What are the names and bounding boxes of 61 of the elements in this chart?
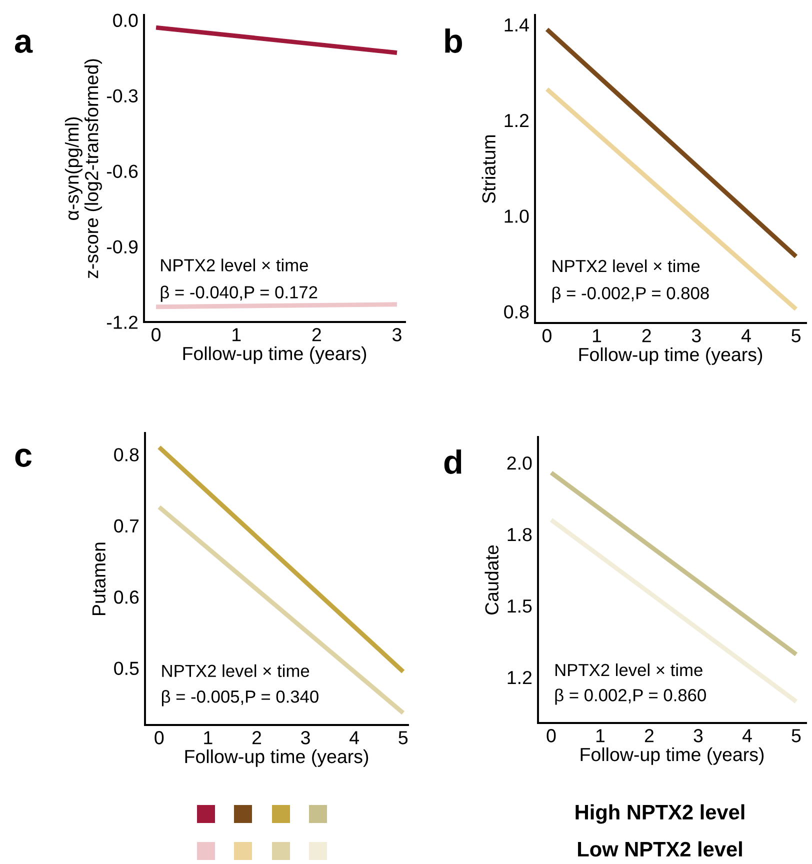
y-tick-label: -1.2: [106, 316, 138, 329]
x-tick-label: 0: [152, 328, 161, 342]
x-axis-title: Follow-up time (years): [183, 346, 366, 364]
y-tick-label: 1.2: [508, 670, 532, 684]
y-tick-label: 1.4: [504, 18, 529, 32]
y-tick-label: 1.5: [508, 600, 532, 613]
y-axis-title: Striatum: [482, 135, 496, 204]
annotation: NPTX2 level × time: [162, 664, 310, 678]
x-tick-label: 0: [542, 329, 552, 342]
chart-title: d: [444, 449, 462, 474]
text: High NPTX2 level: [576, 804, 744, 824]
x-tick-label: 3: [694, 729, 703, 742]
x-tick-label: 4: [741, 329, 751, 342]
annotation: NPTX2 level × time: [161, 258, 308, 272]
x-tick-label: 3: [692, 329, 701, 342]
x-tick-label: 4: [350, 731, 359, 744]
y-tick-label: 0.5: [114, 662, 139, 676]
x-tick-label: 2: [642, 329, 651, 342]
x-tick-label: 1: [204, 731, 212, 744]
annotation: β = -0.005,P = 0.340: [162, 690, 318, 706]
y-tick-label: 0.0: [113, 14, 138, 28]
y-tick-label: 0.8: [504, 305, 529, 318]
x-tick-label: 5: [792, 329, 800, 342]
y-tick-label: 0.6: [114, 590, 139, 604]
x-tick-label: 2: [644, 729, 654, 742]
x-tick-label: 2: [252, 731, 262, 744]
chart-title: c: [15, 448, 32, 467]
y-tick-label: -0.6: [106, 164, 138, 178]
y-tick-label: 0.7: [114, 519, 139, 533]
y-tick-label: 1.8: [508, 528, 532, 542]
x-tick-label: 1: [232, 328, 241, 342]
y-tick-label: -0.9: [106, 240, 138, 254]
annotation: β = -0.040,P = 0.172: [160, 286, 318, 302]
y-tick-label: 1.2: [504, 114, 529, 128]
y-tick-label: 0.8: [114, 448, 139, 462]
x-tick-label: 3: [392, 328, 402, 342]
text: Low NPTX2 level: [578, 841, 742, 857]
x-tick-label: 0: [546, 729, 556, 742]
x-tick-label: 4: [742, 729, 752, 742]
x-tick-label: 3: [301, 731, 310, 744]
x-tick-label: 5: [792, 729, 801, 742]
x-tick-label: 5: [398, 731, 408, 744]
y-tick-label: -0.3: [106, 89, 138, 103]
x-axis-title: Follow-up time (years): [580, 747, 764, 765]
x-axis-title: Follow-up time (years): [185, 749, 368, 767]
annotation: NPTX2 level × time: [556, 663, 702, 676]
x-tick-label: 2: [312, 328, 321, 342]
annotation: β = -0.002,P = 0.808: [552, 286, 709, 303]
x-tick-label: 0: [154, 731, 164, 744]
x-axis-title: Follow-up time (years): [579, 347, 762, 365]
chart-title: b: [445, 28, 462, 53]
x-tick-label: 1: [592, 329, 602, 342]
annotation: β = 0.002,P = 0.860: [555, 688, 706, 705]
x-tick-label: 1: [596, 729, 605, 742]
y-axis-title: Putamen: [92, 542, 106, 615]
chart-title: a: [14, 34, 33, 53]
y-axis-title: Caudate: [484, 545, 499, 614]
y-tick-label: 2.0: [507, 456, 532, 470]
y-tick-label: 1.0: [504, 210, 529, 223]
annotation: NPTX2 level × time: [552, 259, 700, 272]
y-axis-title: α-syn(pg/ml) z-score (log2-transformed): [64, 59, 102, 278]
